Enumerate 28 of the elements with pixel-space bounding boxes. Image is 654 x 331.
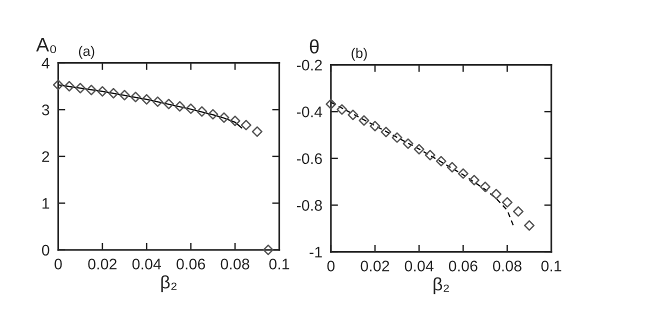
chart-title: (b) [352,48,367,61]
x-tick-label: 0.1 [269,258,290,270]
y-tick-label: 3 [42,104,50,116]
y-tick-label: 0 [42,244,50,256]
x-tick-label: 0.1 [541,260,562,272]
y-tick-label: 2 [42,151,50,162]
x-tick-label: 0 [54,258,62,270]
y-tick-label: 4 [42,58,50,68]
x-tick-label: 0.04 [132,258,162,270]
y-tick-label: -0.2 [296,60,322,71]
chart-title: (a) [78,46,94,59]
x-tick-label: 0.02 [88,258,117,270]
x-axis-title: β₂ [161,275,177,292]
x-tick-label: 0.02 [360,260,390,272]
x-tick-label: 0 [327,260,335,272]
y-tick-label: -1 [310,246,322,258]
x-tick-label: 0.08 [220,258,250,270]
y-tick-label: -0.6 [296,153,322,164]
y-tick-label: -0.4 [296,106,322,118]
x-tick-label: 0.04 [404,260,434,272]
x-axis-title: β₂ [434,277,449,294]
y-tick-label: -0.8 [296,200,322,211]
y-axis-title: θ [310,39,319,54]
x-tick-label: 0.08 [492,260,522,272]
x-tick-label: 0.06 [448,260,478,272]
y-axis-title: A₀ [36,38,56,54]
x-tick-label: 0.06 [176,258,206,270]
y-tick-label: 1 [42,198,50,209]
